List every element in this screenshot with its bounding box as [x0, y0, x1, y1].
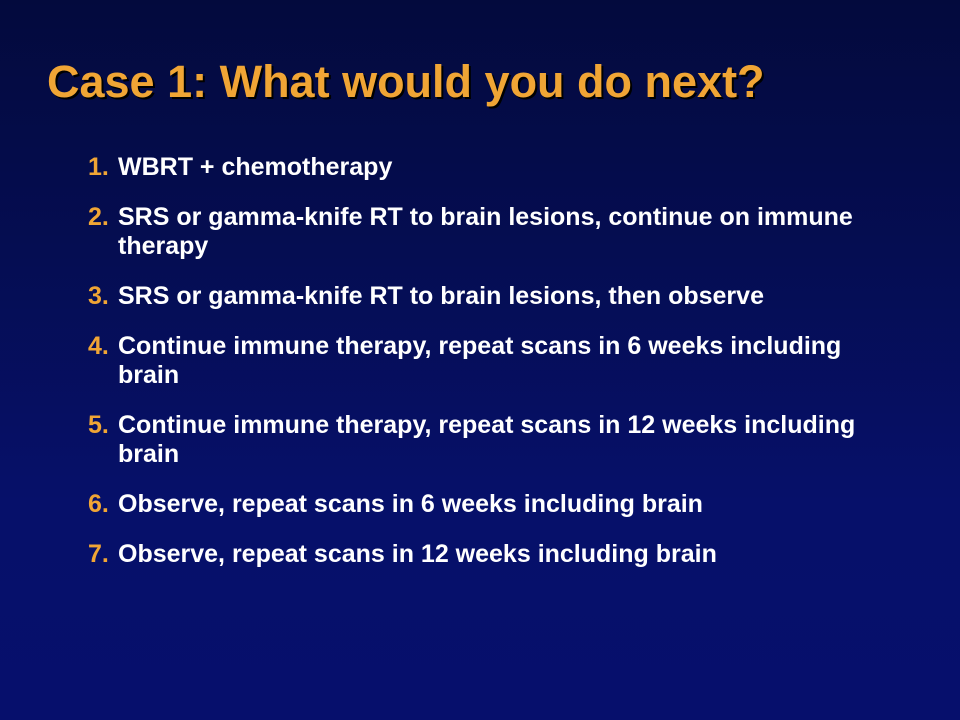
- option-number: 2.: [88, 203, 109, 231]
- option-number: 3.: [88, 282, 109, 310]
- option-text: Observe, repeat scans in 12 weeks includ…: [118, 540, 717, 568]
- option-text: Observe, repeat scans in 6 weeks includi…: [118, 490, 703, 518]
- option-item-6: 6. Observe, repeat scans in 6 weeks incl…: [88, 490, 908, 519]
- option-number: 7.: [88, 540, 109, 568]
- option-item-5: 5. Continue immune therapy, repeat scans…: [88, 411, 908, 469]
- option-number: 1.: [88, 153, 109, 181]
- option-item-2: 2. SRS or gamma-knife RT to brain lesion…: [88, 203, 908, 261]
- option-item-1: 1. WBRT + chemotherapy: [88, 153, 908, 182]
- option-number: 5.: [88, 411, 109, 439]
- option-item-3: 3. SRS or gamma-knife RT to brain lesion…: [88, 282, 908, 311]
- option-number: 4.: [88, 332, 109, 360]
- option-text: WBRT + chemotherapy: [118, 153, 393, 181]
- option-item-7: 7. Observe, repeat scans in 12 weeks inc…: [88, 540, 908, 569]
- option-number: 6.: [88, 490, 109, 518]
- option-text: SRS or gamma-knife RT to brain lesions, …: [118, 282, 764, 310]
- slide-title: Case 1: What would you do next?: [47, 56, 765, 107]
- option-text: Continue immune therapy, repeat scans in…: [118, 411, 856, 468]
- option-text: SRS or gamma-knife RT to brain lesions, …: [118, 203, 853, 260]
- options-list: 1. WBRT + chemotherapy 2. SRS or gamma-k…: [88, 153, 908, 590]
- option-text: Continue immune therapy, repeat scans in…: [118, 332, 842, 389]
- option-item-4: 4. Continue immune therapy, repeat scans…: [88, 332, 908, 390]
